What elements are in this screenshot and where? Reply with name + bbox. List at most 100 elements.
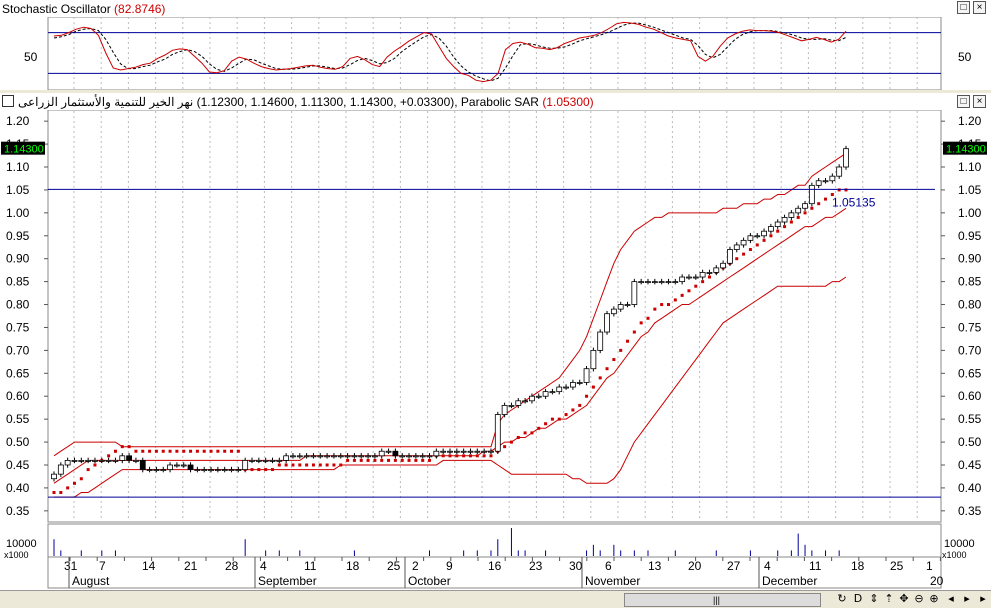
bollinger-upper-line: [53, 152, 847, 457]
price-plot-frame: [47, 110, 942, 523]
crosshair-icon[interactable]: ✥: [899, 592, 909, 605]
sar-dot: [216, 449, 220, 453]
zoom-in-icon[interactable]: ⊕: [929, 592, 939, 605]
candle-body: [228, 469, 235, 471]
x-day-label: 30: [569, 559, 583, 573]
sar-dot: [837, 188, 841, 192]
sar-dot: [632, 330, 636, 334]
x-day-label: 18: [346, 559, 360, 573]
candle-body: [836, 166, 843, 177]
main-maximize-icon[interactable]: □: [957, 95, 970, 108]
y-tick-label-left: 0.65: [6, 366, 30, 380]
candle-body: [754, 235, 761, 238]
candle-body: [126, 455, 133, 461]
stochastic-title-bar: Stochastic Oscillator (82.8746): [2, 1, 165, 17]
sar-dot: [332, 463, 336, 467]
sar-dot: [59, 490, 63, 494]
candle-body: [815, 180, 822, 186]
candle-body: [645, 281, 651, 284]
sar-dot: [168, 449, 172, 453]
stochastic-close-icon[interactable]: ×: [973, 1, 986, 14]
last-price-marker-left: [1, 141, 45, 155]
candle-body: [351, 455, 358, 458]
candle-body: [843, 148, 849, 168]
candle-body: [406, 455, 412, 458]
sar-dot: [209, 449, 213, 453]
sar-dot: [694, 284, 698, 288]
candle-body: [460, 450, 467, 453]
candle-body: [214, 469, 221, 471]
candle-body: [590, 349, 597, 370]
candle-body: [720, 262, 727, 269]
sar-dot: [475, 454, 479, 458]
candle-body: [808, 184, 815, 205]
candle-body: [71, 460, 78, 462]
sar-dot: [264, 468, 268, 472]
candle-body: [569, 382, 576, 388]
x-day-label: 11: [809, 559, 822, 573]
y-tick-label-left: 0.70: [6, 343, 30, 357]
scroll-end-icon[interactable]: ▸: [980, 592, 986, 605]
sar-dot: [134, 449, 138, 453]
sar-dot: [291, 463, 295, 467]
y-tick-label-left: 0.45: [6, 458, 30, 472]
sar-dot: [550, 417, 554, 421]
candle-body: [139, 460, 146, 470]
sar-dot: [223, 449, 227, 453]
main-menu-icon[interactable]: [2, 95, 14, 107]
zoom-out-icon[interactable]: ⊖: [914, 592, 924, 605]
candle-body: [686, 276, 692, 279]
y-tick-label-right: 0.95: [958, 229, 982, 243]
y-tick-label-left: 1.00: [6, 206, 30, 220]
sar-dot: [387, 458, 391, 462]
sar-dot: [195, 449, 199, 453]
arrow-icon[interactable]: ⇡: [884, 592, 894, 605]
stochastic-maximize-icon[interactable]: □: [957, 1, 970, 14]
sar-dot: [428, 458, 432, 462]
x-month-label: November: [585, 574, 640, 588]
y-tick-label-right: 0.35: [958, 504, 982, 518]
candle-body: [508, 404, 515, 407]
sar-dot: [52, 490, 56, 494]
bar-style-icon[interactable]: ⇕: [869, 592, 879, 605]
sar-dot: [660, 303, 664, 307]
main-close-icon[interactable]: ×: [973, 95, 986, 108]
candle-body: [133, 460, 139, 462]
y-tick-label-right: 0.80: [958, 298, 982, 312]
candle-body: [419, 455, 426, 458]
candle-body: [651, 281, 658, 284]
candle-body: [78, 460, 85, 462]
bollinger-lower-line: [54, 276, 847, 498]
candle-body: [187, 464, 194, 470]
sar-dot: [489, 454, 493, 458]
x-day-label: 21: [184, 559, 198, 573]
candle-body: [371, 455, 378, 458]
sar-dot: [79, 477, 83, 481]
pane-splitter[interactable]: [0, 90, 991, 93]
sar-dot: [707, 275, 711, 279]
candle-body: [474, 450, 481, 453]
y-tick-label-left: 0.75: [6, 320, 30, 334]
x-year-label: 20: [930, 574, 944, 588]
candle-body: [201, 469, 208, 471]
horizontal-scrollbar[interactable]: |||: [624, 593, 821, 607]
y-tick-label-right: 1.05: [958, 183, 982, 197]
x-day-label: 31: [64, 559, 78, 573]
scroll-left-icon[interactable]: ◂: [948, 592, 954, 605]
candle-body: [481, 450, 488, 453]
scroll-right-icon[interactable]: ▸: [964, 592, 970, 605]
sar-dot: [824, 197, 828, 201]
sar-dot: [72, 481, 76, 485]
daily-period-icon[interactable]: D: [853, 592, 863, 605]
sar-dot: [441, 454, 445, 458]
sar-dot: [755, 243, 759, 247]
candle-body: [276, 460, 283, 462]
sar-dot: [421, 458, 425, 462]
x-month-label: October: [408, 574, 451, 588]
refresh-icon[interactable]: ↻: [837, 592, 847, 605]
candle-body: [535, 395, 542, 398]
candle-body: [699, 272, 706, 278]
stochastic-k-line: [53, 21, 847, 83]
sar-dot: [844, 188, 848, 192]
candle-body: [761, 230, 767, 237]
